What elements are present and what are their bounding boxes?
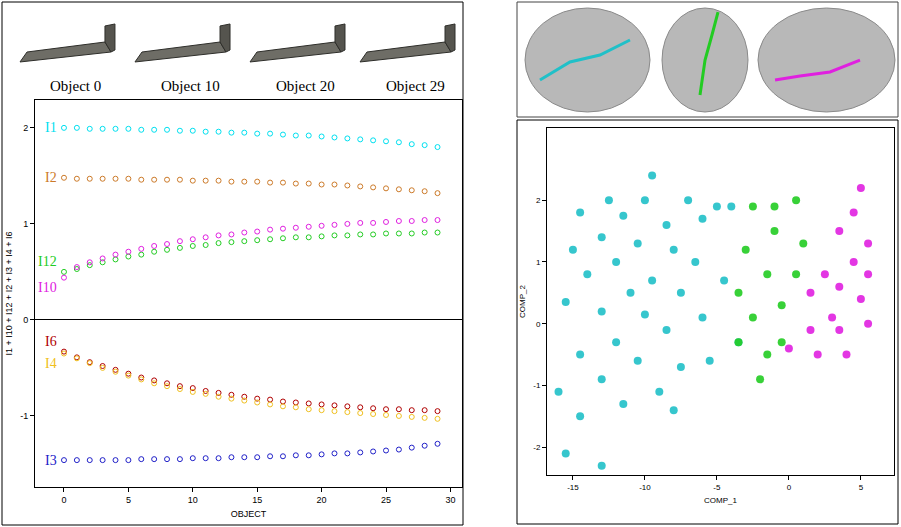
svg-text:2: 2 (23, 123, 28, 133)
svg-text:-5: -5 (713, 483, 721, 492)
svg-text:25: 25 (381, 495, 391, 505)
svg-text:I10: I10 (38, 280, 57, 295)
svg-text:COMP_2: COMP_2 (518, 285, 527, 318)
svg-text:-2: -2 (533, 443, 541, 452)
svg-text:Object 20: Object 20 (276, 78, 335, 94)
svg-text:2: 2 (536, 196, 541, 205)
svg-text:15: 15 (252, 495, 262, 505)
svg-text:I1 + I10 + I12 + I2 + I3 + I4: I1 + I10 + I12 + I2 + I3 + I4 + I6 (4, 231, 14, 355)
svg-text:1: 1 (23, 219, 28, 229)
svg-text:0: 0 (23, 315, 28, 325)
svg-text:I4: I4 (45, 356, 57, 371)
svg-text:I1: I1 (45, 120, 57, 135)
svg-text:-10: -10 (639, 483, 651, 492)
svg-text:Object 0: Object 0 (50, 78, 101, 94)
svg-text:20: 20 (317, 495, 327, 505)
svg-text:I3: I3 (45, 453, 57, 468)
svg-text:5: 5 (126, 495, 131, 505)
svg-text:I2: I2 (45, 170, 57, 185)
svg-text:Object 10: Object 10 (161, 78, 220, 94)
svg-text:1: 1 (536, 258, 541, 267)
svg-text:I6: I6 (45, 334, 57, 349)
svg-text:-1: -1 (533, 381, 541, 390)
svg-text:0: 0 (61, 495, 66, 505)
svg-text:5: 5 (859, 483, 864, 492)
svg-text:OBJECT: OBJECT (231, 509, 267, 519)
svg-text:-1: -1 (20, 411, 28, 421)
svg-text:I12: I12 (38, 254, 57, 269)
svg-text:COMP_1: COMP_1 (704, 496, 737, 505)
svg-text:Object 29: Object 29 (386, 78, 445, 94)
svg-text:0: 0 (787, 483, 792, 492)
svg-text:0: 0 (536, 320, 541, 329)
svg-text:30: 30 (445, 495, 455, 505)
svg-text:10: 10 (188, 495, 198, 505)
svg-text:-15: -15 (567, 483, 579, 492)
